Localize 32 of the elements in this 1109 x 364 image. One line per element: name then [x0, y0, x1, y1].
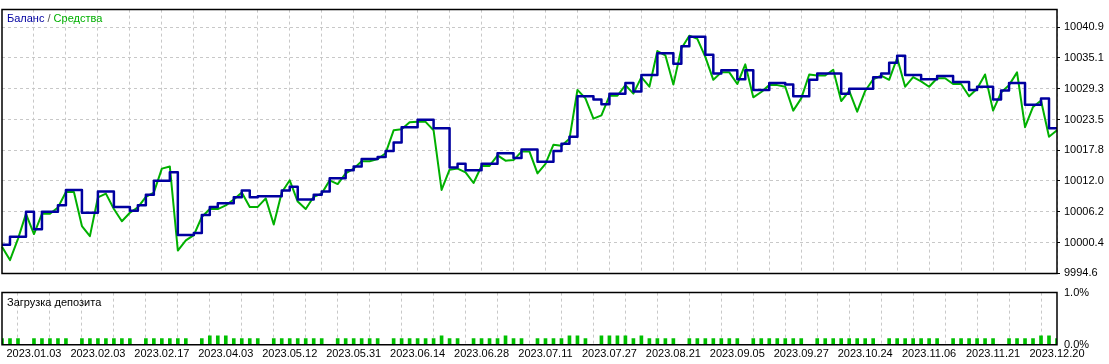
x-tick-label: 2023.11.06	[902, 347, 957, 360]
x-tick-label: 2023.07.11	[518, 347, 573, 360]
y-tick-label: 9994.6	[1064, 266, 1098, 279]
legend-title: /	[44, 12, 54, 25]
y-tick-label: 0.0%	[1064, 337, 1090, 350]
x-tick-label: 2023.09.05	[709, 347, 765, 360]
x-tick-label: 2023.07.27	[581, 347, 637, 360]
y-tick-label: 10000.4	[1064, 235, 1104, 248]
chart-title: Загрузка депозита	[7, 296, 103, 309]
x-tick-label: 2023.05.31	[326, 347, 382, 360]
y-tick-label: 10006.2	[1064, 204, 1104, 217]
x-tick-label: 2023.02.03	[70, 347, 126, 360]
x-tick-label: 2023.04.03	[198, 347, 254, 360]
y-tick-label: 10023.5	[1064, 112, 1104, 125]
x-tick-label: 2023.05.12	[262, 347, 318, 360]
x-tick-label: 2023.09.27	[773, 347, 829, 360]
y-tick-label: 1.0%	[1064, 285, 1090, 298]
x-tick-label: 2023.11.21	[965, 347, 1021, 360]
x-tick-label: 2023.01.03	[6, 347, 62, 360]
y-tick-label: 10029.3	[1064, 81, 1104, 94]
x-tick-label: 2023.12.20	[1029, 347, 1085, 360]
x-tick-label: 2023.06.14	[390, 347, 446, 360]
text: Средства	[53, 12, 104, 25]
text: Баланс	[7, 12, 45, 25]
x-tick-label: 2023.10.24	[837, 347, 893, 360]
y-tick-label: 10035.1	[1064, 51, 1104, 64]
x-tick-label: 2023.02.17	[134, 347, 190, 360]
y-tick-label: 10017.8	[1064, 143, 1104, 156]
x-tick-label: 2023.08.21	[645, 347, 701, 360]
x-tick-label: 2023.06.28	[454, 347, 510, 360]
y-tick-label: 10012.0	[1064, 173, 1104, 186]
y-tick-label: 10040.9	[1064, 20, 1104, 33]
